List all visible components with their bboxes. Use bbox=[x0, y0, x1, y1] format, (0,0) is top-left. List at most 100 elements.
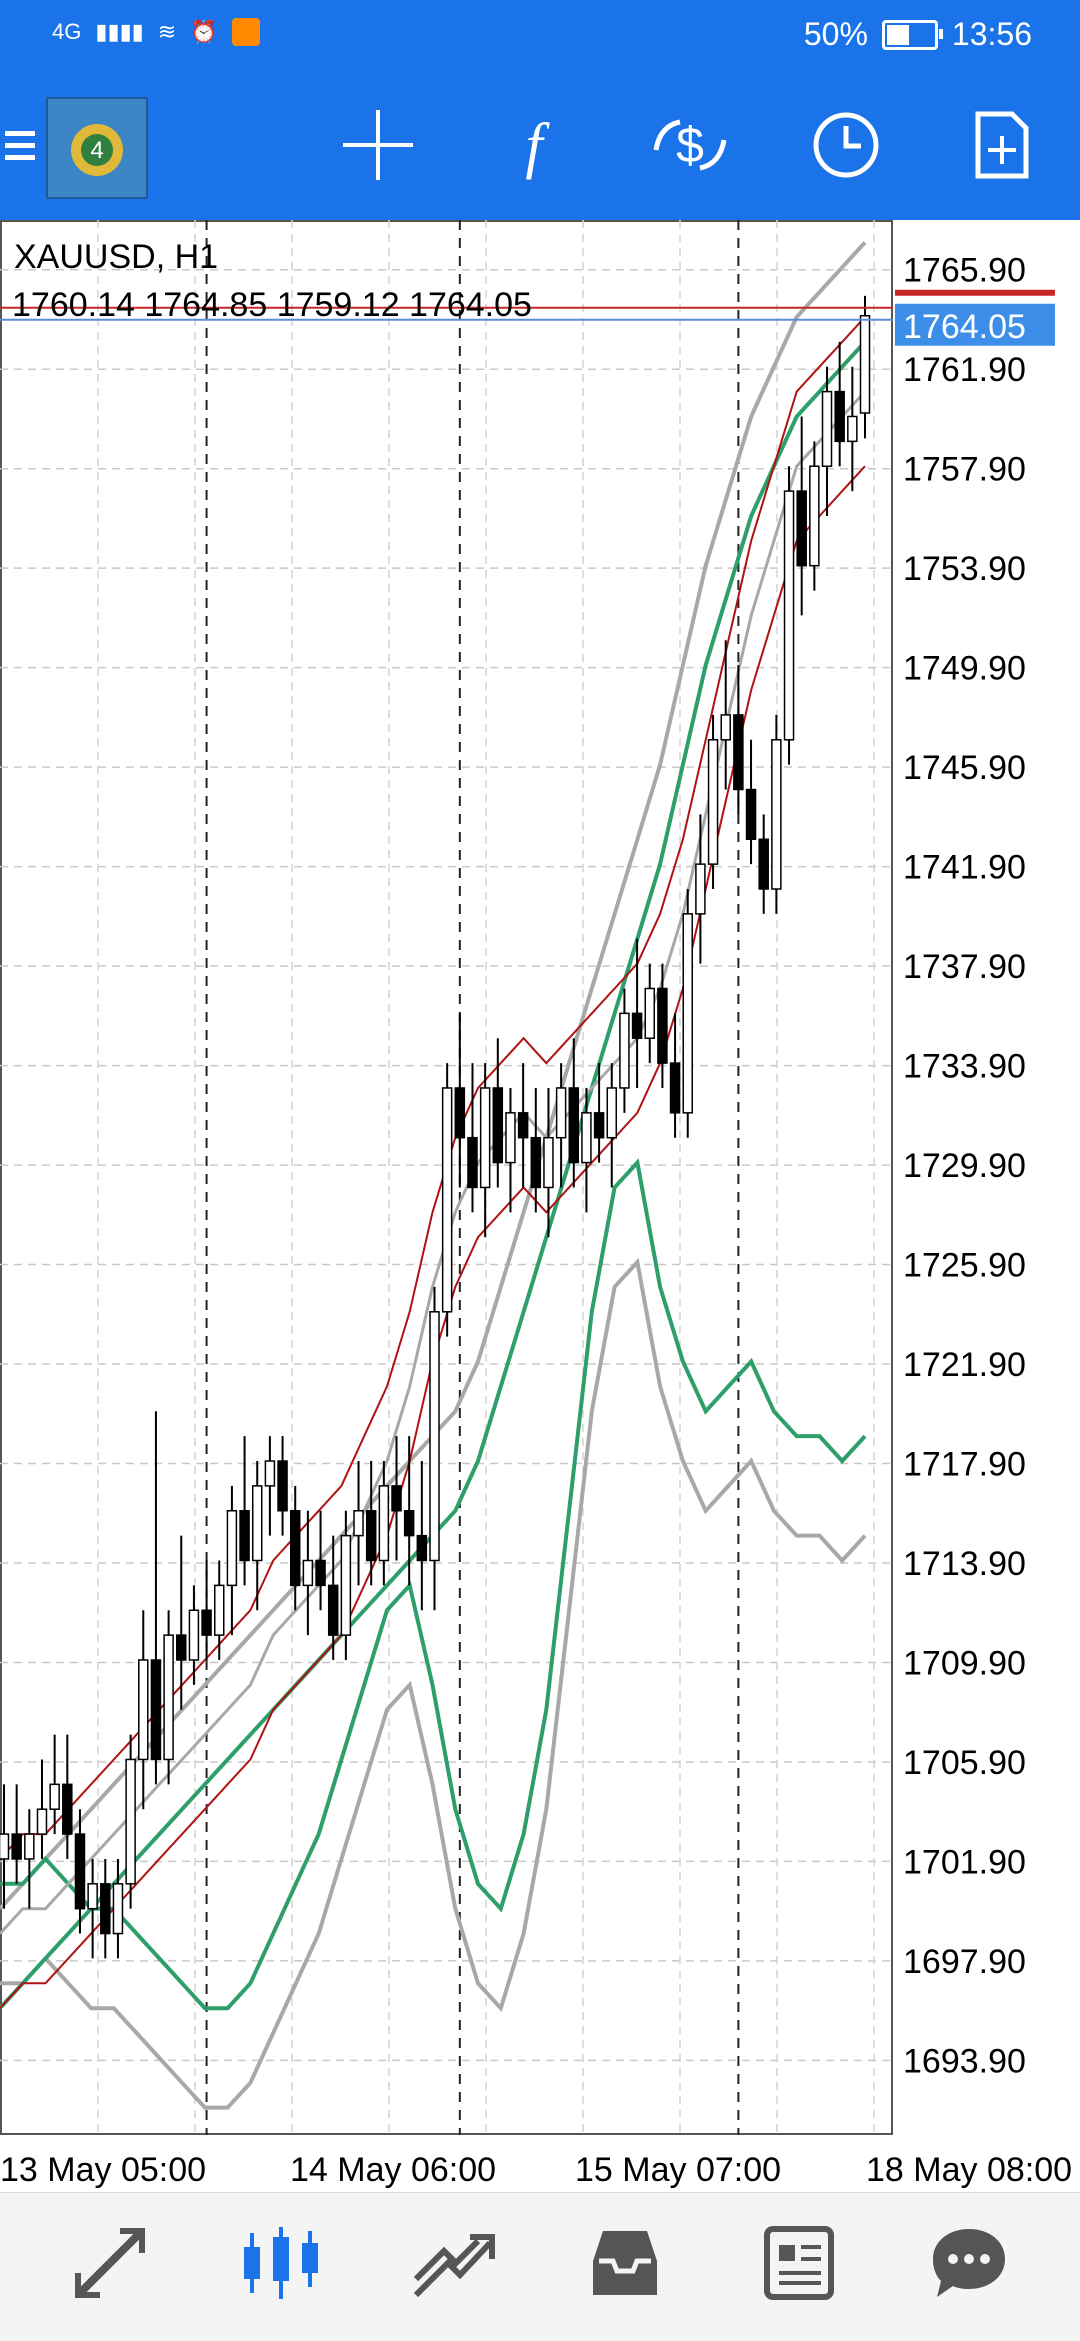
svg-text:f: f bbox=[525, 112, 550, 180]
battery-percent: 50% bbox=[803, 16, 868, 52]
y-tick-label: 1745.90 bbox=[903, 749, 1026, 787]
candle-body bbox=[150, 1659, 162, 1761]
candle-body bbox=[720, 714, 731, 741]
battery-icon bbox=[881, 19, 943, 50]
app-notification-icon bbox=[231, 18, 260, 46]
candle-body bbox=[277, 1460, 288, 1512]
candle-body bbox=[555, 1087, 567, 1139]
candle-body bbox=[239, 1510, 250, 1562]
y-tick-label: 1721.90 bbox=[903, 1346, 1026, 1384]
candle-body bbox=[657, 987, 668, 1064]
quotes-icon[interactable] bbox=[55, 2213, 165, 2313]
candle-body bbox=[353, 1510, 364, 1537]
y-tick-label: 1693.90 bbox=[903, 2042, 1026, 2080]
bollinger-lower-line bbox=[0, 1257, 867, 2110]
candle-body bbox=[226, 1510, 238, 1587]
candle-body bbox=[783, 490, 795, 741]
candle-body bbox=[581, 1112, 592, 1164]
candle-body bbox=[289, 1510, 301, 1587]
chat-icon[interactable] bbox=[914, 2213, 1024, 2313]
indicators-icon[interactable]: f bbox=[484, 95, 584, 195]
candle-body bbox=[365, 1510, 377, 1562]
candle-body bbox=[188, 1609, 200, 1661]
x-tick-label: 14 May 06:00 bbox=[290, 2151, 496, 2189]
bottom-navigation bbox=[0, 2192, 1080, 2341]
candle-body bbox=[733, 714, 744, 791]
candle-body bbox=[125, 1758, 136, 1885]
candle-body bbox=[606, 1087, 618, 1139]
timeframe-icon[interactable] bbox=[796, 95, 896, 195]
current-price-label: 1764.05 bbox=[903, 308, 1026, 346]
price-chart[interactable]: 1765.90 1761.90 1757.90 1753.90 1749.90 1745.… bbox=[0, 220, 1080, 2190]
signal-icon: ▮▮▮▮ bbox=[95, 19, 144, 44]
candle-body bbox=[391, 1485, 402, 1512]
candle-body bbox=[682, 913, 693, 1114]
y-tick-label: 1705.90 bbox=[903, 1744, 1026, 1782]
candle-body bbox=[251, 1485, 263, 1562]
metatrader-logo[interactable]: 4 bbox=[46, 97, 148, 199]
chart-area[interactable]: 1765.90 1761.90 1757.90 1753.90 1749.90 1745.… bbox=[0, 220, 1080, 2190]
candle-body bbox=[847, 415, 858, 443]
symbols-icon[interactable]: $ bbox=[640, 95, 740, 195]
y-tick-label: 1713.90 bbox=[903, 1545, 1026, 1583]
candle-body bbox=[454, 1087, 466, 1139]
candle-body bbox=[112, 1883, 124, 1935]
y-tick-label: 1733.90 bbox=[903, 1048, 1026, 1086]
candle-body bbox=[403, 1510, 415, 1537]
chart-icon[interactable] bbox=[226, 2213, 336, 2313]
y-tick-label: 1761.90 bbox=[903, 351, 1026, 389]
current-price-badge bbox=[895, 303, 1055, 346]
y-tick-label: 1757.90 bbox=[903, 451, 1026, 489]
candle-body bbox=[201, 1609, 212, 1636]
candle-body bbox=[62, 1783, 73, 1835]
candle-body bbox=[0, 1833, 10, 1860]
candle-body bbox=[24, 1833, 35, 1860]
candle-body bbox=[441, 1087, 453, 1313]
candle-body bbox=[36, 1808, 48, 1835]
candle-body bbox=[315, 1559, 326, 1587]
candle-body bbox=[543, 1136, 554, 1189]
candle-body bbox=[707, 739, 719, 865]
news-icon[interactable] bbox=[742, 2213, 852, 2313]
y-tick-label: 1753.90 bbox=[903, 550, 1026, 588]
candle-body bbox=[479, 1087, 491, 1189]
candle-body bbox=[264, 1460, 276, 1487]
candle-body bbox=[138, 1659, 149, 1761]
menu-icon[interactable] bbox=[0, 95, 40, 195]
candle-body bbox=[593, 1112, 605, 1139]
svg-text:$: $ bbox=[676, 117, 704, 173]
wifi-icon: ≋ bbox=[157, 19, 177, 44]
ohlc-label: 1760.14 1764.85 1759.12 1764.05 bbox=[12, 286, 532, 324]
x-tick-label: 15 May 07:00 bbox=[575, 2151, 781, 2189]
candle-body bbox=[467, 1136, 478, 1189]
candle-body bbox=[100, 1883, 111, 1935]
ask-price-marker bbox=[895, 289, 1055, 296]
candle-body bbox=[163, 1634, 174, 1761]
candle-body bbox=[517, 1112, 529, 1139]
x-tick-label: 13 May 05:00 bbox=[0, 2151, 206, 2189]
candle-body bbox=[644, 987, 655, 1039]
candle-body bbox=[87, 1883, 98, 1910]
candle-body bbox=[568, 1087, 580, 1164]
inner-band-lower-line bbox=[0, 1158, 867, 2011]
candle-body bbox=[416, 1534, 428, 1562]
crosshair-icon[interactable] bbox=[328, 95, 428, 195]
symbol-timeframe-label: XAUUSD, H1 bbox=[14, 238, 219, 276]
trade-icon[interactable] bbox=[398, 2213, 508, 2313]
candle-body bbox=[821, 390, 833, 467]
y-tick-label: 1701.90 bbox=[903, 1843, 1026, 1881]
y-tick-label: 1749.90 bbox=[903, 650, 1026, 688]
candle-body bbox=[809, 465, 820, 567]
candle-body bbox=[834, 390, 845, 443]
candle-body bbox=[505, 1112, 516, 1164]
candle-body bbox=[745, 788, 757, 841]
history-icon[interactable] bbox=[570, 2213, 680, 2313]
new-order-icon[interactable] bbox=[952, 95, 1052, 195]
candle-body bbox=[11, 1833, 22, 1860]
y-tick-label: 1717.90 bbox=[903, 1446, 1026, 1484]
candle-body bbox=[302, 1559, 314, 1587]
candle-body bbox=[340, 1534, 352, 1636]
candle-body bbox=[74, 1833, 86, 1910]
y-tick-label: 1729.90 bbox=[903, 1147, 1026, 1185]
candle-body bbox=[214, 1584, 225, 1636]
